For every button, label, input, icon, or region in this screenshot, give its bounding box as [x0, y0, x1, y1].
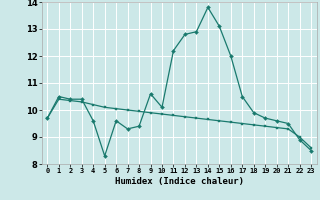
- X-axis label: Humidex (Indice chaleur): Humidex (Indice chaleur): [115, 177, 244, 186]
